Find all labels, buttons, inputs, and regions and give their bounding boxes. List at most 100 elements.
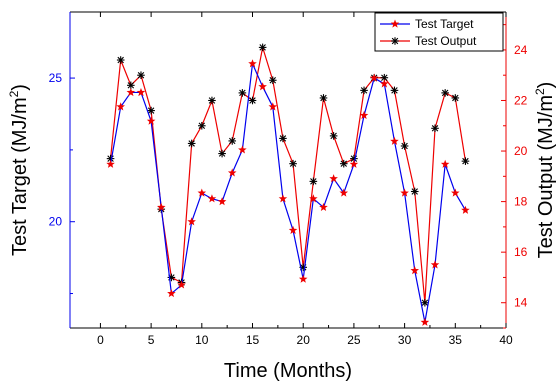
- data-point-test-target: [430, 260, 440, 269]
- data-point-test-target: [258, 82, 267, 91]
- data-point-test-output: [187, 139, 196, 148]
- legend: Test Target Test Output: [374, 12, 504, 52]
- y-axis-right: 14 16 18 20 22 24: [501, 24, 528, 329]
- asterisk-stroke: [137, 71, 145, 79]
- asterisk-stroke: [391, 87, 398, 94]
- data-point-test-target: [146, 116, 156, 125]
- data-point-test-output: [339, 159, 348, 168]
- asterisk-stroke: [330, 132, 337, 140]
- data-point-test-target: [390, 136, 399, 145]
- data-point-test-target: [298, 274, 308, 283]
- x-tick-label: 25: [347, 333, 361, 347]
- asterisk-stroke: [391, 37, 399, 45]
- data-point-test-target: [197, 188, 207, 197]
- asterisk-stroke: [452, 94, 459, 102]
- asterisk-stroke: [381, 74, 388, 81]
- asterisk-stroke: [320, 94, 327, 102]
- data-point-test-target: [217, 197, 227, 206]
- y-axis-left-title-end: ): [9, 84, 31, 91]
- asterisk-stroke: [340, 160, 348, 167]
- y-axis-right-title-main: Test Output (MJ/m: [535, 95, 557, 258]
- data-point-test-output: [279, 134, 287, 143]
- data-point-test-output: [218, 149, 226, 158]
- legend-label-test-target: Test Target: [415, 17, 474, 31]
- x-tick-label: 15: [246, 333, 260, 347]
- data-point-test-output: [431, 124, 439, 133]
- y-axis-left-title-sup: 2: [7, 90, 21, 97]
- data-point-test-target: [410, 266, 420, 275]
- series-test-output: [106, 43, 470, 307]
- asterisk-stroke: [127, 82, 135, 89]
- y-right-tick-label: 20: [514, 144, 528, 158]
- asterisk-stroke: [360, 87, 368, 94]
- data-point-test-target: [248, 59, 257, 68]
- y-left-tick-label: 25: [49, 71, 63, 85]
- data-point-test-target: [369, 73, 379, 82]
- series-test-target: [106, 59, 470, 326]
- y-right-tick-label: 16: [514, 245, 528, 259]
- data-point-test-output: [137, 71, 145, 79]
- data-point-test-target: [187, 217, 196, 226]
- data-point-test-target: [359, 110, 369, 120]
- data-point-test-output: [268, 76, 277, 85]
- data-point-test-output: [421, 298, 429, 307]
- data-point-test-output: [208, 96, 216, 105]
- data-point-test-target: [126, 87, 136, 97]
- legend-marker-test-output: [391, 37, 399, 45]
- asterisk-stroke: [147, 107, 155, 114]
- asterisk-stroke: [117, 56, 124, 64]
- data-point-test-output: [309, 177, 318, 186]
- data-point-test-output: [329, 132, 338, 140]
- data-point-test-output: [258, 43, 267, 52]
- series-line-test-target: [109, 63, 466, 323]
- asterisk-stroke: [310, 178, 317, 185]
- asterisk-stroke: [431, 125, 439, 132]
- asterisk-stroke: [289, 160, 297, 167]
- data-point-test-target: [339, 188, 349, 197]
- y-axis-right-title-end: ): [535, 82, 557, 89]
- x-tick-label: 0: [97, 333, 104, 347]
- data-point-test-output: [441, 89, 449, 97]
- data-point-test-output: [319, 94, 328, 102]
- data-point-test-output: [127, 81, 135, 90]
- data-point-test-target: [309, 194, 318, 203]
- series-layer: [106, 43, 470, 326]
- data-point-test-output: [116, 56, 125, 64]
- data-point-test-target: [380, 79, 389, 88]
- asterisk-stroke: [198, 122, 206, 129]
- data-point-test-target: [156, 202, 166, 211]
- asterisk-stroke: [259, 44, 266, 51]
- data-point-test-target: [136, 87, 146, 97]
- asterisk-stroke: [279, 135, 287, 142]
- data-point-test-target: [349, 159, 359, 168]
- data-point-test-output: [228, 137, 237, 145]
- legend-marker-test-target: [390, 19, 400, 28]
- data-point-test-output: [248, 96, 257, 105]
- data-point-test-output: [147, 106, 155, 115]
- asterisk-stroke: [401, 142, 408, 150]
- x-tick-label: 30: [398, 333, 412, 347]
- asterisk-stroke: [441, 89, 449, 97]
- data-point-test-target: [238, 145, 247, 154]
- y-right-tick-label: 22: [514, 93, 528, 107]
- y-axis-left-title: Test Target (MJ/m2): [7, 84, 31, 256]
- x-tick-label: 35: [449, 333, 463, 347]
- y-right-tick-label: 24: [514, 43, 528, 57]
- data-point-test-target: [440, 159, 450, 168]
- asterisk-stroke: [218, 150, 226, 157]
- data-point-test-target: [420, 317, 430, 326]
- legend-marker-symbol: [390, 19, 400, 28]
- data-point-test-output: [461, 157, 470, 165]
- asterisk-stroke: [228, 137, 236, 145]
- y-right-tick-label: 18: [514, 195, 528, 209]
- data-point-test-target: [400, 188, 409, 197]
- data-point-test-target: [461, 205, 470, 214]
- x-tick-label: 40: [499, 333, 513, 347]
- plot-frame: [69, 11, 507, 329]
- y-axis-left-title-main: Test Target (MJ/m: [9, 97, 31, 256]
- data-point-test-target: [116, 102, 125, 111]
- asterisk-stroke: [411, 188, 418, 195]
- data-point-test-target: [207, 194, 217, 203]
